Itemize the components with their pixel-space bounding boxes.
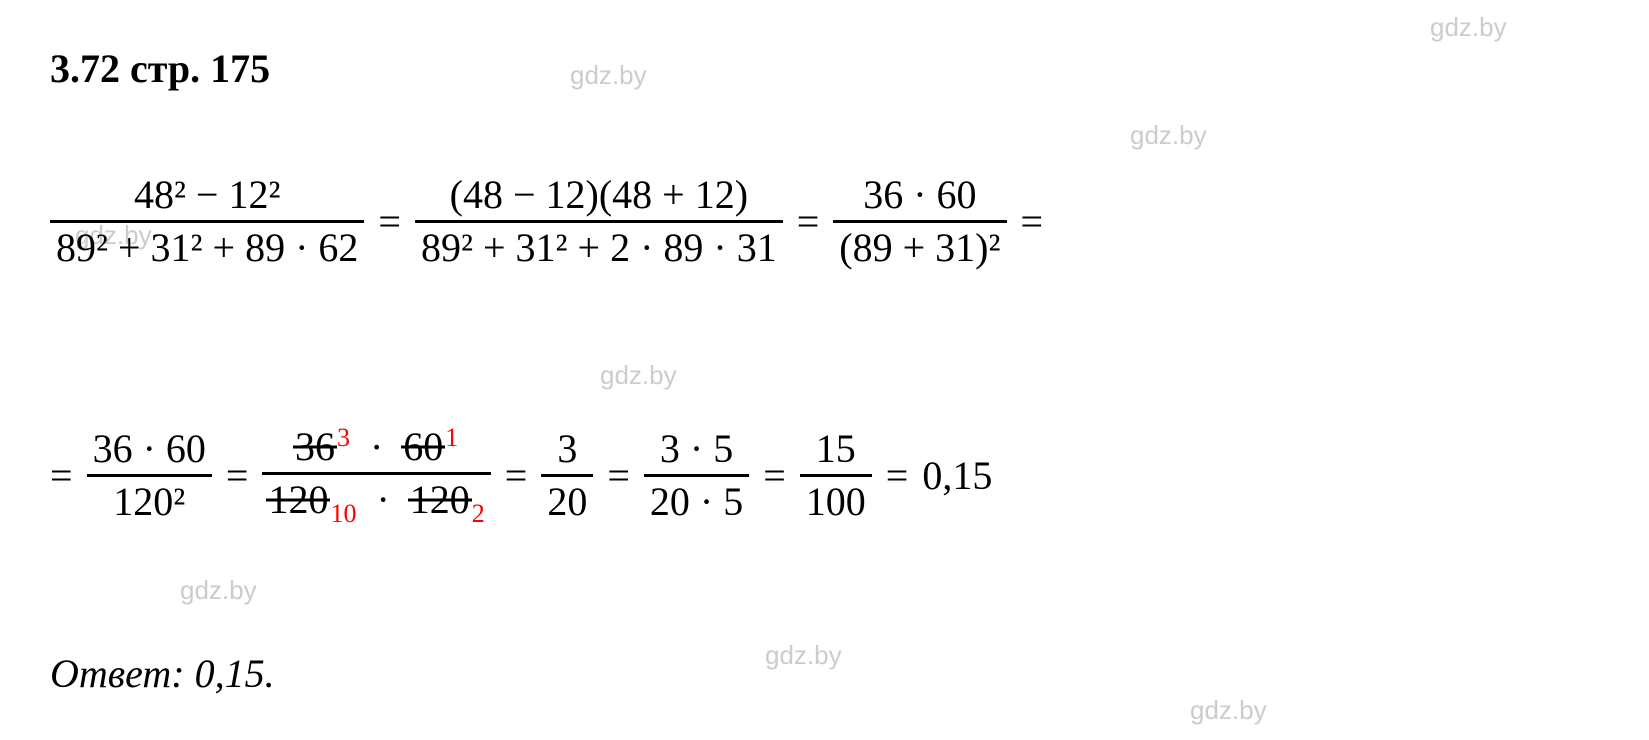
fraction-7-den: 20 · 5	[644, 477, 749, 527]
watermark: gdz.by	[1430, 12, 1507, 43]
fraction-5-den: 12010 · 1202	[262, 475, 490, 531]
equals-sign: =	[491, 452, 542, 499]
cancelled-120a: 120	[268, 479, 328, 521]
fraction-2-num: (48 − 12)(48 + 12)	[444, 170, 754, 220]
red-super-1: 1	[445, 423, 458, 452]
fraction-1-den: 89² + 31² + 89 · 62	[50, 223, 364, 273]
fraction-5-cancelled: 363 · 601 12010 · 1202	[262, 420, 490, 532]
fraction-2-den: 89² + 31² + 2 · 89 · 31	[415, 223, 783, 273]
watermark: gdz.by	[570, 60, 647, 91]
fraction-1-num: 48² − 12²	[128, 170, 287, 220]
fraction-6: 3 20	[541, 424, 593, 527]
equals-sign: =	[50, 452, 87, 499]
answer-line: Ответ: 0,15.	[50, 650, 275, 697]
red-sub-10: 10	[330, 499, 356, 528]
watermark: gdz.by	[765, 640, 842, 671]
equals-sign: =	[872, 452, 923, 499]
fraction-8-num: 15	[810, 424, 862, 474]
watermark: gdz.by	[180, 575, 257, 606]
red-sub-2: 2	[472, 499, 485, 528]
fraction-4-num: 36 · 60	[87, 424, 212, 474]
fraction-6-den: 20	[541, 477, 593, 527]
fraction-5-num: 363 · 601	[289, 420, 464, 472]
fraction-4: 36 · 60 120²	[87, 424, 212, 527]
fraction-1: 48² − 12² 89² + 31² + 89 · 62	[50, 170, 364, 273]
equation-line-1: 48² − 12² 89² + 31² + 89 · 62 = (48 − 12…	[50, 170, 1057, 273]
fraction-6-num: 3	[551, 424, 583, 474]
equals-sign: =	[1007, 198, 1058, 245]
page-root: gdz.by gdz.by gdz.by gdz.by gdz.by gdz.b…	[0, 0, 1649, 740]
watermark: gdz.by	[1190, 695, 1267, 726]
result-decimal: 0,15	[922, 452, 992, 499]
fraction-3: 36 · 60 (89 + 31)²	[833, 170, 1006, 273]
fraction-7-num: 3 · 5	[654, 424, 739, 474]
fraction-3-num: 36 · 60	[857, 170, 982, 220]
fraction-8: 15 100	[800, 424, 872, 527]
equals-sign: =	[749, 452, 800, 499]
fraction-2: (48 − 12)(48 + 12) 89² + 31² + 2 · 89 · …	[415, 170, 783, 273]
equals-sign: =	[593, 452, 644, 499]
fraction-4-den: 120²	[107, 477, 191, 527]
watermark: gdz.by	[1130, 120, 1207, 151]
exercise-title: 3.72 стр. 175	[50, 45, 270, 92]
fraction-3-den: (89 + 31)²	[833, 223, 1006, 273]
cancelled-60: 60	[403, 426, 443, 468]
red-super-3: 3	[337, 423, 350, 452]
watermark: gdz.by	[600, 360, 677, 391]
cancelled-120b: 120	[410, 479, 470, 521]
equals-sign: =	[783, 198, 834, 245]
equals-sign: =	[212, 452, 263, 499]
equation-line-2: = 36 · 60 120² = 363 · 601 12010 · 1202 …	[50, 420, 992, 532]
fraction-8-den: 100	[800, 477, 872, 527]
equals-sign: =	[364, 198, 415, 245]
cancelled-36: 36	[295, 426, 335, 468]
fraction-7: 3 · 5 20 · 5	[644, 424, 749, 527]
